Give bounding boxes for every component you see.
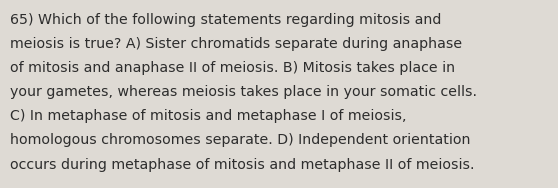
Text: 65) Which of the following statements regarding mitosis and: 65) Which of the following statements re… bbox=[10, 13, 441, 27]
Text: of mitosis and anaphase II of meiosis. B) Mitosis takes place in: of mitosis and anaphase II of meiosis. B… bbox=[10, 61, 455, 75]
Text: meiosis is true? A) Sister chromatids separate during anaphase: meiosis is true? A) Sister chromatids se… bbox=[10, 37, 462, 51]
Text: homologous chromosomes separate. D) Independent orientation: homologous chromosomes separate. D) Inde… bbox=[10, 133, 470, 147]
Text: occurs during metaphase of mitosis and metaphase II of meiosis.: occurs during metaphase of mitosis and m… bbox=[10, 158, 474, 171]
Text: your gametes, whereas meiosis takes place in your somatic cells.: your gametes, whereas meiosis takes plac… bbox=[10, 85, 477, 99]
Text: C) In metaphase of mitosis and metaphase I of meiosis,: C) In metaphase of mitosis and metaphase… bbox=[10, 109, 407, 123]
